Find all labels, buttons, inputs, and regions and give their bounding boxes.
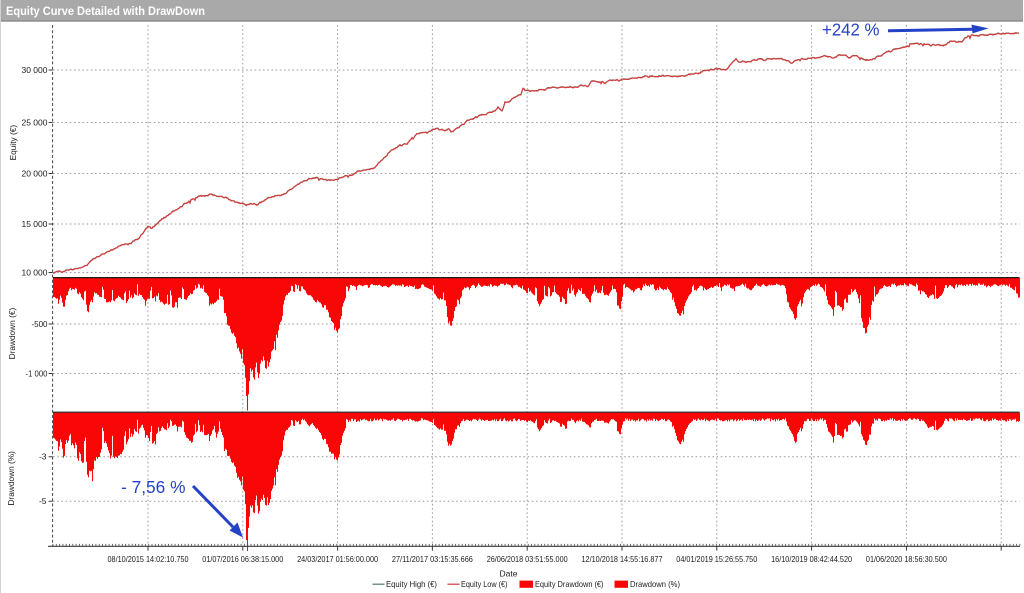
svg-text:- 7,56 %: - 7,56 %	[121, 477, 186, 497]
svg-text:-1 000: -1 000	[26, 368, 48, 378]
svg-text:-3: -3	[39, 452, 47, 462]
svg-text:30 000: 30 000	[22, 65, 48, 75]
svg-text:Equity (€): Equity (€)	[8, 125, 18, 161]
svg-text:12/10/2018 14:55:16.877: 12/10/2018 14:55:16.877	[582, 554, 663, 564]
svg-text:Equity High (€): Equity High (€)	[386, 579, 437, 589]
svg-text:08/10/2015 14:02:10.750: 08/10/2015 14:02:10.750	[108, 554, 189, 564]
svg-text:Drawdown (%): Drawdown (%)	[6, 451, 16, 506]
svg-text:20 000: 20 000	[22, 168, 48, 178]
svg-text:10 000: 10 000	[22, 267, 48, 277]
svg-text:-500: -500	[32, 319, 48, 329]
svg-text:Equity Curve Detailed with Dra: Equity Curve Detailed with DrawDown	[6, 4, 205, 18]
svg-text:25 000: 25 000	[22, 117, 48, 127]
svg-text:+242 %: +242 %	[822, 20, 880, 40]
svg-text:27/11/2017 03:15:35.666: 27/11/2017 03:15:35.666	[392, 554, 473, 564]
svg-text:-5: -5	[39, 496, 47, 506]
svg-text:24/03/2017 01:56:00.000: 24/03/2017 01:56:00.000	[297, 554, 378, 564]
svg-text:15 000: 15 000	[22, 219, 48, 229]
svg-text:Drawdown (€): Drawdown (€)	[7, 308, 17, 360]
svg-text:Drawdown (%): Drawdown (%)	[630, 579, 680, 589]
svg-text:01/06/2020 18:56:30.500: 01/06/2020 18:56:30.500	[866, 554, 947, 564]
svg-text:Equity Low (€): Equity Low (€)	[461, 579, 508, 589]
svg-text:Equity Drawdown (€): Equity Drawdown (€)	[535, 579, 604, 589]
svg-text:16/10/2019 08:42:44.520: 16/10/2019 08:42:44.520	[771, 554, 852, 564]
svg-text:Date: Date	[500, 569, 518, 579]
svg-text:04/01/2019 15:26:55.750: 04/01/2019 15:26:55.750	[676, 554, 757, 564]
svg-text:26/06/2018 03:51:55.000: 26/06/2018 03:51:55.000	[487, 554, 568, 564]
svg-text:01/07/2016 06:38:15.000: 01/07/2016 06:38:15.000	[202, 554, 283, 564]
